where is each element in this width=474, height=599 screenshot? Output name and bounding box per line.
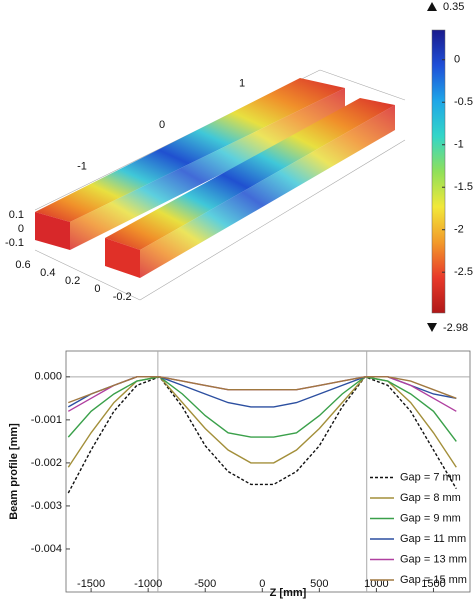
axis-tick-label: 0: [94, 283, 100, 295]
colorbar-tick-label: -0.5: [454, 96, 473, 108]
beam-end: [35, 212, 70, 250]
beam-side: [140, 105, 395, 278]
x-tick-label: 1000: [364, 578, 388, 590]
x-tick-label: 1500: [421, 578, 445, 590]
axis-tick-label: 0.2: [65, 275, 80, 287]
beam-top: [105, 98, 395, 250]
colorbar-tick-label: -1: [454, 139, 464, 151]
legend-label: Gap = 8 mm: [400, 492, 461, 504]
wireframe: [139, 139, 406, 301]
axis-tick-label: 0: [18, 223, 24, 235]
colorbar-tick-label: 0: [454, 54, 460, 66]
x-tick-label: 0: [259, 578, 265, 590]
legend-label: Gap = 13 mm: [400, 553, 467, 565]
y-tick-label: -0.004: [31, 543, 62, 555]
wireframe: [319, 69, 406, 101]
plot-frame: [65, 350, 471, 593]
x-tick-label: -1000: [134, 578, 162, 590]
y-tick-label: -0.003: [31, 500, 62, 512]
line-series: [67, 375, 457, 494]
axis-tick-label: 1: [239, 77, 245, 89]
line-series: [68, 376, 457, 404]
axis-tick-label: 0: [159, 119, 165, 131]
line-series: [67, 376, 457, 468]
x-tick-label: -500: [194, 578, 216, 590]
line-series: [67, 376, 457, 412]
wireframe: [34, 249, 141, 301]
beam-top: [35, 78, 345, 222]
beam-end: [105, 238, 140, 278]
min-marker: [427, 323, 437, 332]
axis-tick-label: -0.1: [5, 237, 24, 249]
x-tick-label: -1500: [77, 578, 105, 590]
axis-tick-label: 0.1: [9, 209, 24, 221]
y-tick-label: 0.000: [34, 371, 62, 383]
axis-tick-label: 0.6: [15, 259, 30, 271]
axis-tick-label: -1: [77, 160, 87, 172]
legend-label: Gap = 9 mm: [400, 512, 461, 524]
y-tick-label: -0.001: [31, 414, 62, 426]
colorbar-tick-label: -2.5: [454, 266, 473, 278]
line-series: [67, 376, 457, 442]
colorbar: [431, 29, 446, 314]
colorbar-tick-label: -2: [454, 224, 464, 236]
colorbar-max-label: 0.35: [443, 1, 464, 13]
beam-side: [70, 88, 345, 250]
y-tick-label: -0.002: [31, 457, 62, 469]
y-axis-title: Beam profile [mm]: [8, 423, 20, 520]
x-tick-label: 500: [310, 578, 328, 590]
legend-label: Gap = 11 mm: [400, 533, 466, 545]
x-axis-title: Z [mm]: [270, 587, 307, 599]
max-marker: [427, 2, 437, 11]
axis-tick-label: 0.4: [40, 267, 55, 279]
legend-label: Gap = 7 mm: [400, 471, 461, 483]
legend-label: Gap = 15 mm: [400, 574, 467, 586]
render-3d: [34, 69, 406, 301]
colorbar-tick-label: -1.5: [454, 181, 473, 193]
axis-tick-label: -0.2: [113, 291, 132, 303]
colorbar-min-label: -2.98: [443, 322, 468, 334]
